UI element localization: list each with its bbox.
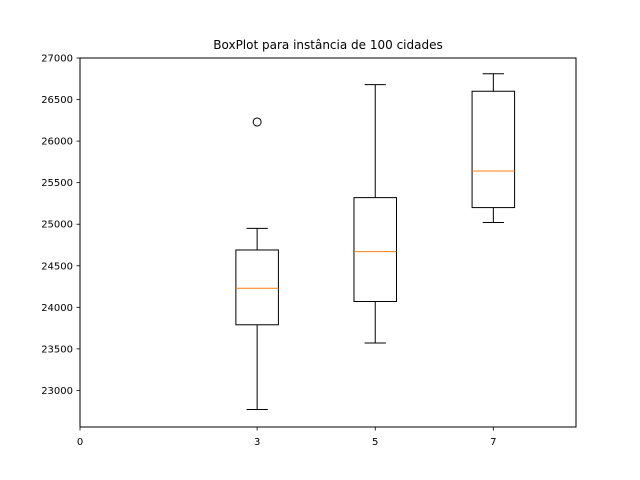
iqr-box: [235, 249, 279, 326]
box-group: [471, 73, 516, 224]
y-tick-label: 23000: [41, 386, 73, 397]
y-tick-label: 25000: [41, 220, 73, 231]
y-tick-label: 26000: [41, 137, 73, 148]
y-tick-label: 25500: [41, 178, 73, 189]
x-tick-label: 5: [372, 437, 378, 448]
box-group: [353, 84, 397, 344]
x-tick-label: 0: [77, 437, 83, 448]
plot-frame: [79, 57, 577, 428]
y-tick-label: 27000: [41, 54, 73, 65]
outlier-point: [252, 117, 262, 127]
x-tick-label: 3: [254, 437, 260, 448]
iqr-box: [353, 197, 397, 303]
boxes-layer: [235, 73, 516, 411]
x-axis: 0 3 5 7: [77, 427, 497, 448]
y-tick-label: 24500: [41, 261, 73, 272]
x-tick-label: 7: [490, 437, 496, 448]
iqr-box: [471, 90, 516, 209]
y-axis: 23000 23500 24000 24500 25000 25500 26000 26500…: [41, 54, 80, 397]
y-tick-label: 26500: [41, 95, 73, 106]
box-group: [235, 117, 279, 411]
y-tick-label: 24000: [41, 303, 73, 314]
y-tick-label: 23500: [41, 344, 73, 355]
chart-title: BoxPlot para instância de 100 cidades: [213, 38, 442, 52]
